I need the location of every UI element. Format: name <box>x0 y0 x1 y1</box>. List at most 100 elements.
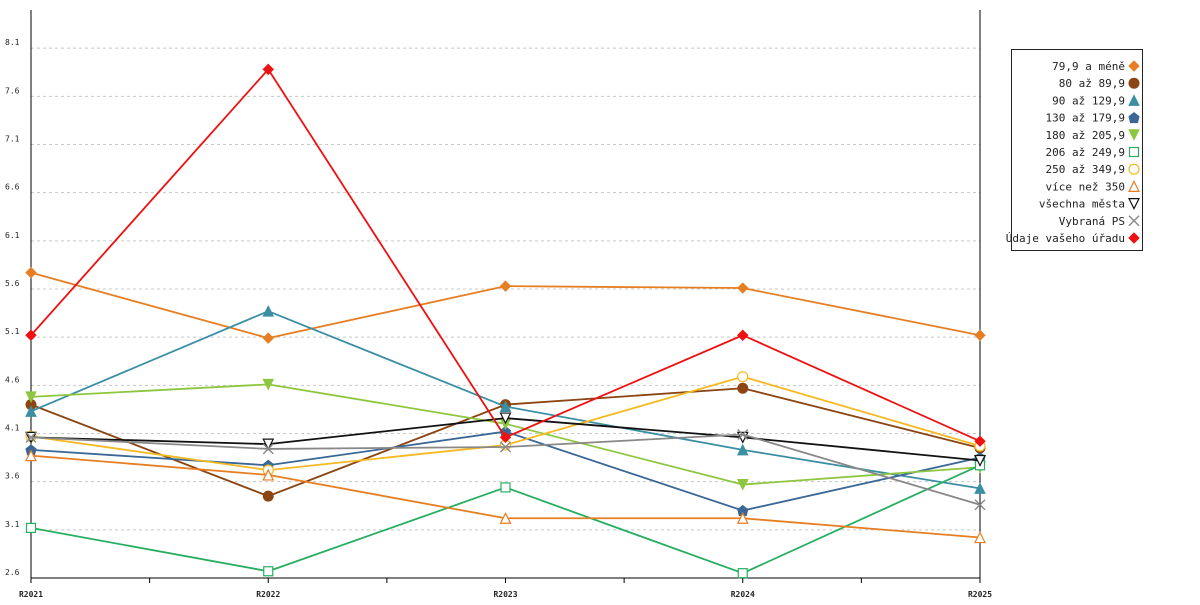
legend-marker <box>1128 163 1140 175</box>
legend-marker <box>1128 77 1140 89</box>
legend-item: všechna města <box>1039 198 1140 211</box>
data-point <box>262 490 274 502</box>
y-tick-label: 5.6 <box>5 279 20 288</box>
data-point <box>737 382 749 394</box>
data-point <box>262 438 275 451</box>
data-point <box>25 431 37 443</box>
legend-marker <box>1128 232 1140 244</box>
y-tick-label: 5.1 <box>5 327 20 336</box>
data-point <box>500 482 511 493</box>
legend-marker <box>1128 111 1140 124</box>
legend-label: 79,9 a méně <box>1052 60 1125 73</box>
legend-item: 79,9 a méně <box>1052 60 1140 73</box>
legend-label: Vybraná PS <box>1059 215 1125 228</box>
legend-marker <box>1128 129 1140 141</box>
legend-marker <box>1128 215 1140 227</box>
data-point <box>737 428 749 440</box>
y-tick-label: 7.1 <box>5 135 20 144</box>
legend-item: Údaje vašeho úřadu <box>1006 232 1140 245</box>
legend-label: 250 až 349,9 <box>1046 163 1125 176</box>
legend-label: Údaje vašeho úřadu <box>1006 232 1125 245</box>
legend-label: 180 až 205,9 <box>1046 129 1125 142</box>
legend-item: 80 až 89,9 <box>1059 77 1140 90</box>
series <box>25 449 986 544</box>
data-point <box>262 63 274 76</box>
y-tick-label: 4.6 <box>5 375 20 384</box>
data-point <box>737 329 749 341</box>
data-point <box>262 443 274 455</box>
y-tick-label: 3.6 <box>5 472 20 481</box>
data-point <box>736 443 749 456</box>
axes: 2.6 3.1 3.6 4.1 4.6 5.1 5.6 6.1 6.6 7.1 7.6 8.1 R202… <box>5 10 992 599</box>
data-point <box>974 531 986 544</box>
x-tick-label: R2021 <box>19 590 43 599</box>
legend-label: 80 až 89,9 <box>1059 77 1125 90</box>
legend-label: více než 350 <box>1046 180 1125 193</box>
legend-item: 206 až 249,9 <box>1046 146 1140 159</box>
data-point <box>262 378 275 391</box>
data-point <box>499 280 512 292</box>
data-point <box>737 282 749 294</box>
x-tick-label: R2024 <box>731 590 755 599</box>
series <box>25 305 986 494</box>
legend: 79,9 a méně 80 až 89,9 90 až 129,9 130 až 1… <box>1006 49 1143 251</box>
data-point <box>25 449 37 462</box>
y-tick-label: 7.6 <box>5 86 20 95</box>
data-point <box>737 568 748 579</box>
data-point <box>736 479 749 491</box>
series <box>25 63 986 447</box>
data-point <box>737 371 749 383</box>
legend-label: 90 až 129,9 <box>1052 94 1125 107</box>
data-point <box>262 468 275 481</box>
data-point <box>499 511 512 524</box>
legend-box <box>1011 49 1143 251</box>
y-tick-label: 3.1 <box>5 520 20 529</box>
legend-item: 250 až 349,9 <box>1046 163 1140 176</box>
legend-item: 90 až 129,9 <box>1052 94 1140 107</box>
data-point <box>974 499 986 511</box>
data-point <box>974 329 986 341</box>
data-point <box>736 511 749 524</box>
legend-item: více než 350 <box>1046 180 1140 193</box>
series-line <box>30 454 981 539</box>
data-point <box>262 332 274 344</box>
data-point <box>25 405 37 417</box>
legend-marker <box>1128 94 1140 106</box>
data-point <box>499 412 512 425</box>
data-point <box>25 391 37 404</box>
data-point <box>974 482 986 494</box>
legend-marker <box>1128 60 1140 72</box>
y-tick-label: 6.6 <box>5 183 20 192</box>
legend-item: 180 až 205,9 <box>1046 129 1140 142</box>
legend-item: 130 až 179,9 <box>1046 111 1140 125</box>
series-lines <box>25 63 986 579</box>
y-tick-label: 4.1 <box>5 424 20 433</box>
data-point <box>499 431 512 444</box>
data-point <box>500 441 511 453</box>
x-tick-label: R2023 <box>493 590 517 599</box>
legend-marker <box>1128 198 1140 210</box>
legend-label: 130 až 179,9 <box>1046 112 1125 125</box>
data-point <box>25 266 37 279</box>
data-point <box>974 435 986 447</box>
series <box>25 428 986 511</box>
x-tick-label: R2025 <box>968 590 992 599</box>
data-point <box>25 329 37 341</box>
grid-lines <box>31 47 980 531</box>
data-point <box>25 522 37 534</box>
legend-label: všechna města <box>1039 198 1125 211</box>
y-tick-label: 6.1 <box>5 231 20 240</box>
legend-marker <box>1128 146 1140 158</box>
x-tick-label: R2022 <box>256 590 280 599</box>
data-point <box>974 454 986 467</box>
data-point <box>499 400 512 413</box>
y-tick-label: 2.6 <box>5 568 20 577</box>
legend-label: 206 až 249,9 <box>1046 146 1125 159</box>
data-point <box>262 305 275 317</box>
legend-marker <box>1128 180 1140 192</box>
data-point <box>263 566 274 577</box>
y-tick-label: 8.1 <box>5 38 20 47</box>
legend-item: Vybraná PS <box>1059 215 1140 228</box>
